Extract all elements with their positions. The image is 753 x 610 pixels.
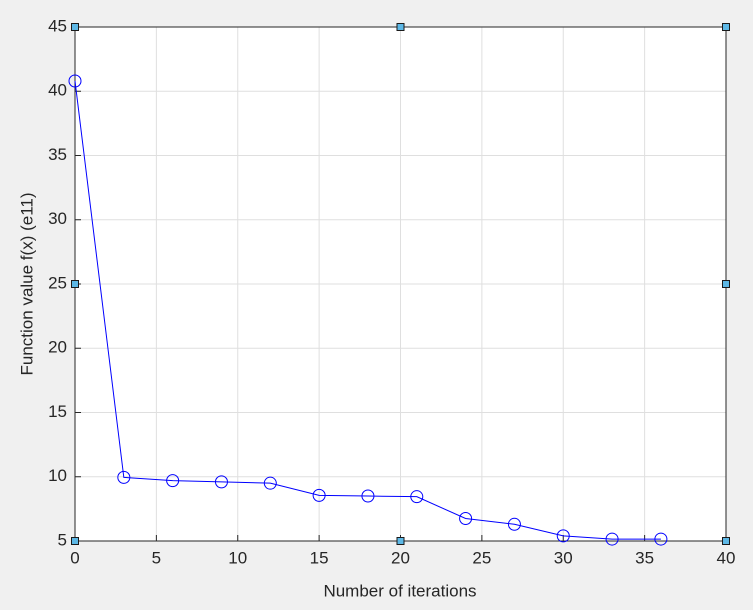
y-tick-label: 10: [48, 466, 67, 485]
series-line: [74, 80, 661, 540]
marker: [556, 529, 570, 543]
y-tick-label: 25: [48, 273, 67, 292]
marker: [459, 512, 473, 526]
selection-handle: [71, 23, 79, 31]
y-tick-label: 40: [48, 81, 67, 100]
marker: [507, 517, 521, 531]
marker: [263, 476, 277, 490]
selection-handle: [722, 280, 730, 288]
y-tick-label: 20: [48, 338, 67, 357]
marker: [654, 532, 668, 546]
marker: [410, 490, 424, 504]
marker: [312, 488, 326, 502]
x-axis-label: Number of iterations: [323, 581, 476, 600]
x-tick-label: 35: [635, 548, 654, 567]
y-tick-label: 45: [48, 16, 67, 35]
x-tick-label: 30: [554, 548, 573, 567]
selection-handle: [71, 537, 79, 545]
y-tick-label: 5: [58, 530, 67, 549]
marker: [68, 74, 82, 88]
x-tick-label: 0: [70, 548, 79, 567]
selection-handle: [722, 23, 730, 31]
y-tick-label: 15: [48, 402, 67, 421]
x-tick-label: 15: [310, 548, 329, 567]
selection-handle: [396, 23, 405, 31]
marker: [605, 532, 619, 546]
y-tick-label: 35: [48, 145, 67, 164]
x-tick-label: 20: [391, 548, 410, 567]
y-tick-label: 30: [48, 209, 67, 228]
selection-handle: [71, 280, 79, 288]
x-tick-label: 10: [228, 548, 247, 567]
marker: [214, 475, 228, 489]
x-tick-label: 40: [717, 548, 736, 567]
selection-handle: [396, 537, 405, 545]
y-axis-label: Function value f(x) (e11): [17, 193, 36, 376]
marker: [166, 474, 180, 488]
selection-handle: [722, 537, 730, 545]
marker: [117, 470, 131, 484]
x-tick-label: 25: [472, 548, 491, 567]
marker: [361, 489, 375, 503]
x-tick-label: 5: [152, 548, 161, 567]
